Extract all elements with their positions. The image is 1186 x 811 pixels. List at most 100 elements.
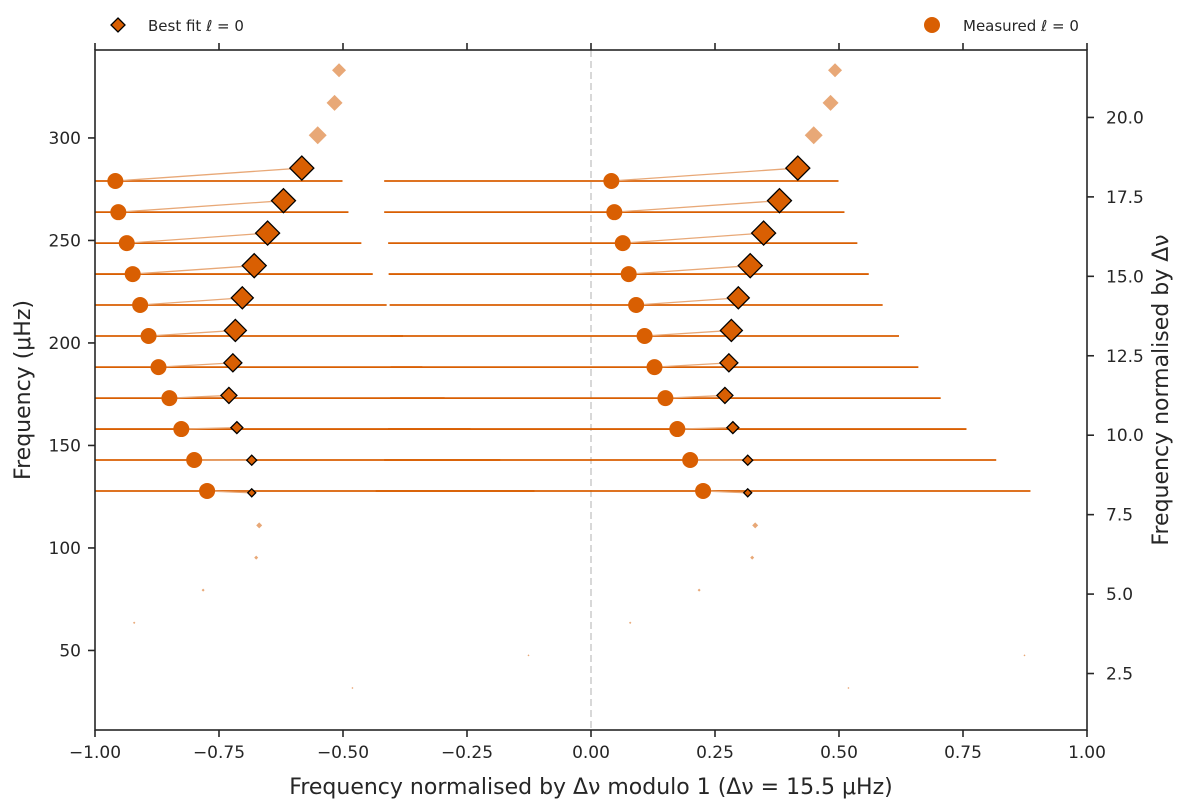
measured-point — [132, 297, 149, 314]
measured-point — [118, 235, 135, 252]
y-right-tick-label: 2.5 — [1106, 665, 1133, 685]
bestfit-point — [784, 155, 811, 182]
bestfit-faded-point — [847, 686, 850, 689]
measured-point — [107, 172, 124, 189]
fit-connector-line — [140, 297, 243, 306]
y-right-tick-label: 15.0 — [1106, 267, 1144, 287]
bestfit-point — [742, 487, 753, 498]
bestfit-point — [766, 187, 793, 214]
measured-point — [173, 421, 190, 438]
bestfit-faded-point — [750, 555, 755, 560]
y-axis-title: Frequency (μHz) — [11, 300, 36, 480]
bestfit-point — [726, 285, 751, 310]
y-right-tick-label: 17.5 — [1106, 188, 1144, 208]
bestfit-point — [229, 420, 244, 435]
fit-connector-line — [169, 394, 229, 399]
measured-point — [682, 452, 699, 469]
legend-circle-icon — [924, 17, 940, 33]
bestfit-faded-point — [351, 686, 354, 689]
x-tick-label: −1.00 — [69, 743, 121, 763]
measured-point — [186, 452, 203, 469]
measured-point — [669, 421, 686, 438]
fit-connector-line — [677, 426, 733, 430]
bestfit-point — [750, 220, 777, 246]
measured-point — [695, 482, 712, 499]
bestfit-faded-point — [332, 63, 347, 78]
bestfit-point — [737, 252, 764, 279]
marks-layer — [95, 50, 1031, 730]
measured-point — [636, 327, 653, 344]
bestfit-point — [288, 155, 315, 182]
bestfit-faded-point — [697, 588, 701, 592]
fit-connector-line — [628, 265, 751, 275]
y-right-tick-label: 5.0 — [1106, 585, 1133, 605]
y-axis-right-title: Frequency normalised by Δν — [1149, 234, 1174, 545]
measured-point — [161, 390, 178, 407]
y-right-tick-label: 10.0 — [1106, 426, 1144, 446]
fit-connector-line — [644, 329, 732, 337]
measured-point — [657, 390, 674, 407]
measured-point — [620, 266, 637, 283]
measured-point — [606, 204, 623, 221]
fit-connector-line — [636, 297, 739, 306]
measured-point — [110, 204, 127, 221]
bestfit-point — [245, 454, 258, 467]
bestfit-point — [718, 352, 739, 373]
x-tick-label: 0.00 — [572, 743, 610, 763]
fit-connector-line — [132, 265, 255, 275]
bestfit-point — [230, 285, 255, 310]
measured-point — [199, 482, 216, 499]
bestfit-faded-point — [527, 654, 530, 657]
x-tick-label: 0.50 — [820, 743, 858, 763]
y-tick-label: 200 — [49, 334, 81, 354]
fit-connector-line — [148, 329, 236, 337]
bestfit-point — [719, 318, 744, 343]
x-tick-label: −0.50 — [317, 743, 369, 763]
fit-connector-line — [158, 362, 233, 368]
bestfit-point — [220, 386, 238, 405]
bestfit-faded-point — [828, 63, 843, 78]
bestfit-point — [223, 318, 248, 343]
bestfit-point — [716, 386, 734, 405]
x-axis-title: Frequency normalised by Δν modulo 1 (Δν … — [289, 775, 892, 800]
y-tick-label: 250 — [49, 231, 81, 251]
bestfit-point — [254, 220, 281, 246]
bestfit-faded-point — [1023, 654, 1026, 657]
fit-connector-line — [614, 200, 780, 213]
x-tick-label: −0.75 — [193, 743, 245, 763]
measured-point — [140, 327, 157, 344]
fit-connector-line — [118, 200, 284, 213]
x-tick-label: 1.00 — [1068, 743, 1106, 763]
fit-connector-line — [622, 232, 764, 244]
legend-label-bestfit: Best fit ℓ = 0 — [148, 17, 244, 35]
ticks-layer: −1.00 −0.75 −0.50 −0.25 0.00 0.25 0.50 0.75 1.00… — [49, 43, 1144, 763]
fit-connector-line — [665, 394, 725, 399]
bestfit-faded-point — [132, 621, 136, 624]
measured-point — [614, 235, 631, 252]
y-right-tick-label: 12.5 — [1106, 347, 1144, 367]
measured-point — [150, 359, 167, 376]
legend-diamond-icon — [110, 17, 126, 33]
y-tick-label: 300 — [49, 129, 81, 149]
legend-label-measured: Measured ℓ = 0 — [963, 17, 1079, 35]
x-tick-label: −0.25 — [441, 743, 493, 763]
bestfit-faded-point — [752, 522, 759, 529]
bestfit-point — [270, 187, 297, 214]
x-tick-label: 0.75 — [944, 743, 982, 763]
bestfit-faded-point — [254, 555, 259, 560]
measured-point — [124, 266, 141, 283]
y-tick-label: 150 — [49, 436, 81, 456]
bestfit-faded-point — [256, 522, 263, 529]
y-tick-label: 50 — [59, 641, 81, 661]
x-tick-label: 0.25 — [696, 743, 734, 763]
fit-connector-line — [654, 362, 729, 368]
fit-connector-line — [126, 232, 268, 244]
bestfit-point — [222, 352, 243, 373]
bestfit-faded-point — [628, 621, 632, 624]
fit-connector-line — [115, 167, 302, 182]
bestfit-point — [246, 487, 257, 498]
measured-point — [646, 359, 663, 376]
bestfit-point — [241, 252, 268, 279]
